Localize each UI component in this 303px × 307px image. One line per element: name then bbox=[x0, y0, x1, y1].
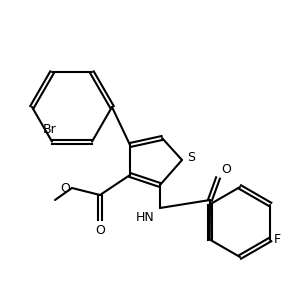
Text: HN: HN bbox=[136, 211, 155, 224]
Text: S: S bbox=[187, 150, 195, 164]
Text: O: O bbox=[95, 224, 105, 237]
Text: O: O bbox=[221, 163, 231, 176]
Text: F: F bbox=[273, 233, 281, 246]
Text: O: O bbox=[60, 181, 70, 195]
Text: Br: Br bbox=[43, 122, 57, 136]
